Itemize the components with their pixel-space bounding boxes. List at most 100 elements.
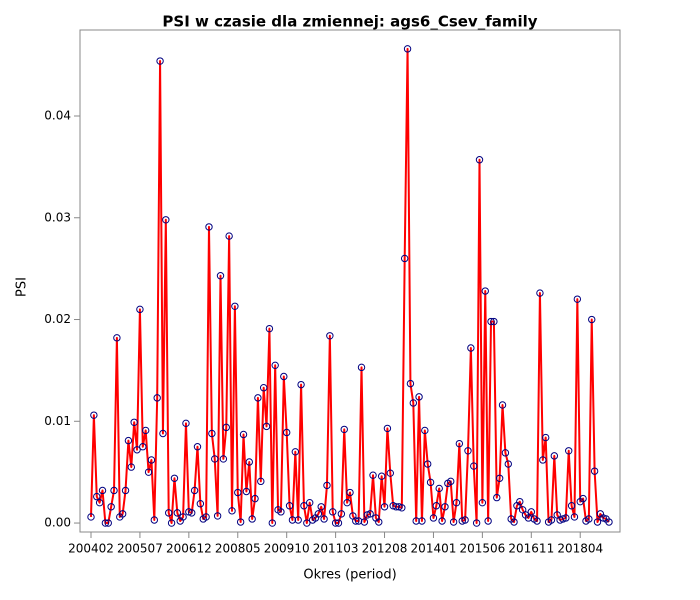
point-marker [127,463,135,471]
point-marker [573,295,582,303]
point-marker [167,519,176,527]
point-marker [288,516,297,524]
point-marker [438,517,446,525]
point-marker [400,254,409,263]
point-marker [228,507,236,515]
point-marker [490,317,498,326]
point-marker [452,498,461,507]
point-marker [343,498,351,507]
point-marker [472,519,481,527]
point-marker [320,515,328,523]
point-marker [354,517,363,525]
point-marker [173,509,182,517]
point-marker [533,517,541,525]
point-marker [369,471,377,479]
point-marker [409,399,418,407]
point-marker [208,429,216,438]
point-marker [429,514,438,522]
point-marker [412,517,420,525]
point-marker [470,462,478,470]
point-marker [133,446,141,454]
series-line [90,47,610,525]
point-marker [392,503,400,511]
point-marker [231,302,239,310]
point-marker [107,503,115,511]
point-marker [225,232,233,240]
point-marker [156,57,164,65]
chart-title: PSI w czasie dla zmiennej: ags6_Csev_fam… [162,13,537,31]
point-marker [366,510,374,518]
point-marker [213,512,222,520]
point-marker [329,508,337,516]
point-marker [536,289,544,297]
point-marker [113,334,121,342]
plot-frame [79,29,621,533]
point-marker [222,423,230,432]
point-marker [95,498,104,507]
point-marker [280,372,288,381]
point-marker [259,383,268,392]
point-marker [239,430,248,439]
point-marker [314,510,323,518]
point-marker [193,443,202,451]
point-marker [403,45,412,53]
x-tick-label: 200507 [117,542,163,556]
point-marker [110,486,118,495]
point-marker [242,487,251,496]
point-marker [340,425,348,434]
point-marker [136,305,144,314]
point-marker [527,508,535,516]
point-marker [547,516,556,524]
point-marker [570,513,579,521]
point-marker [139,443,147,451]
point-marker [165,509,173,517]
point-marker [415,393,423,401]
point-marker [90,411,98,419]
point-marker [357,363,366,372]
point-marker [190,486,199,495]
point-marker [461,516,469,524]
point-marker [424,460,432,468]
point-marker [124,436,133,445]
x-axis-label: Okres (period) [303,568,396,583]
point-marker [234,488,242,497]
point-marker [236,518,245,526]
point-marker [588,315,596,324]
y-tick-label: 0.02 [44,312,71,326]
point-marker [550,452,559,460]
point-marker [539,456,547,464]
point-marker [484,517,492,525]
point-marker [398,504,406,512]
point-marker [93,492,101,501]
point-marker [188,509,196,517]
point-marker [352,517,360,525]
x-tick-label: 201611 [508,542,554,556]
y-tick-label: 0.04 [44,108,71,122]
point-marker [130,418,138,426]
point-marker [593,518,602,526]
point-marker [375,518,383,526]
point-marker [383,424,392,433]
point-marker [104,519,112,527]
point-marker [435,484,443,493]
point-marker [268,519,276,527]
point-marker [449,518,458,526]
point-marker [285,502,294,510]
point-marker [153,394,161,402]
point-marker [326,332,334,340]
point-marker [150,516,159,524]
point-marker [585,515,593,523]
point-marker [141,426,150,435]
point-marker [426,478,435,487]
point-marker [282,428,291,437]
point-marker [182,419,190,428]
point-marker [432,502,441,510]
point-marker [524,514,533,522]
point-marker [216,272,225,280]
point-marker [179,513,187,521]
y-tick-label: 0.00 [44,516,71,530]
point-marker [317,503,325,511]
point-marker [565,447,573,455]
point-marker [360,518,369,526]
